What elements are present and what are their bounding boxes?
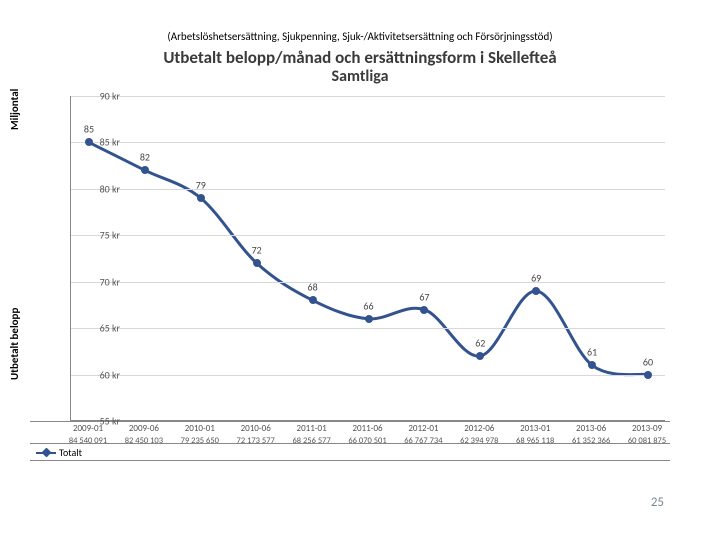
x-tick-group: 2010-06 72 173 577 xyxy=(229,424,283,446)
table-value: 72 173 577 xyxy=(229,436,283,446)
data-label: 68 xyxy=(308,281,318,294)
table-value: 62 394 978 xyxy=(452,436,506,446)
y-tick-label: 65 kr xyxy=(100,322,120,335)
page-number: 25 xyxy=(651,495,664,510)
x-tick-group: 2012-06 62 394 978 xyxy=(452,424,506,446)
x-tick-group: 2009-06 82 450 103 xyxy=(117,424,171,446)
data-label: 66 xyxy=(363,299,373,312)
table-border-bottom xyxy=(30,460,670,461)
table-value: 66 767 734 xyxy=(396,436,450,446)
y-tick-label: 80 kr xyxy=(100,182,120,195)
y-tick-label: 85 kr xyxy=(100,136,120,149)
table-value: 66 070 501 xyxy=(341,436,395,446)
title-line-2: Samtliga xyxy=(0,68,720,86)
data-label: 69 xyxy=(531,271,541,284)
table-value: 82 450 103 xyxy=(117,436,171,446)
gridline xyxy=(71,142,665,143)
data-label: 60 xyxy=(643,355,653,368)
table-value: 68 965 118 xyxy=(508,436,562,446)
title-line-1: Utbetalt belopp/månad och ersättningsfor… xyxy=(0,48,720,68)
y-tick-label: 60 kr xyxy=(100,368,120,381)
data-label: 85 xyxy=(84,123,94,136)
x-tick-label: 2010-06 xyxy=(229,424,283,434)
x-tick-label: 2011-06 xyxy=(341,424,395,434)
x-tick-group: 2011-01 68 256 577 xyxy=(285,424,339,446)
data-label: 61 xyxy=(587,346,597,359)
x-tick-label: 2013-01 xyxy=(508,424,562,434)
table-value: 84 540 091 xyxy=(61,436,115,446)
line-path-layer xyxy=(71,96,665,420)
data-label: 62 xyxy=(475,336,485,349)
x-tick-group: 2013-06 61 352 366 xyxy=(564,424,618,446)
legend-totalt: Totalt xyxy=(36,446,82,459)
data-point xyxy=(197,194,205,202)
table-value: 79 235 650 xyxy=(173,436,227,446)
x-tick-label: 2009-01 xyxy=(61,424,115,434)
gridline xyxy=(71,328,665,329)
gridline xyxy=(71,282,665,283)
x-tick-group: 2013-09 60 081 875 xyxy=(620,424,674,446)
gridline xyxy=(71,189,665,190)
legend-marker-icon xyxy=(36,452,56,454)
table-value: 60 081 875 xyxy=(620,436,674,446)
data-point xyxy=(365,315,373,323)
data-point xyxy=(309,296,317,304)
table-border-top xyxy=(30,421,670,422)
data-point xyxy=(476,352,484,360)
gridline xyxy=(71,375,665,376)
caption-text: (Arbetslöshetsersättning, Sjukpenning, S… xyxy=(0,30,720,43)
x-tick-label: 2011-01 xyxy=(285,424,339,434)
y-axis-label-top: Miljontal xyxy=(8,89,21,130)
x-tick-label: 2013-06 xyxy=(564,424,618,434)
x-tick-group: 2010-01 79 235 650 xyxy=(173,424,227,446)
chart-title: Utbetalt belopp/månad och ersättningsfor… xyxy=(0,48,720,86)
gridline xyxy=(71,235,665,236)
x-tick-label: 2013-09 xyxy=(620,424,674,434)
x-tick-label: 2009-06 xyxy=(117,424,171,434)
table-value: 61 352 366 xyxy=(564,436,618,446)
x-tick-group: 2013-01 68 965 118 xyxy=(508,424,562,446)
y-tick-label: 75 kr xyxy=(100,229,120,242)
x-tick-label: 2012-06 xyxy=(452,424,506,434)
data-point xyxy=(253,259,261,267)
data-point xyxy=(420,306,428,314)
data-point xyxy=(644,371,652,379)
data-point xyxy=(588,361,596,369)
x-tick-group: 2011-06 66 070 501 xyxy=(341,424,395,446)
legend-label: Totalt xyxy=(59,446,82,459)
x-tick-label: 2012-01 xyxy=(396,424,450,434)
y-axis-label-bottom: Utbetalt belopp xyxy=(8,308,21,380)
table-value: 68 256 577 xyxy=(285,436,339,446)
y-tick-label: 90 kr xyxy=(100,90,120,103)
plot-area: 85 82 79 72 68 66 67 62 69 61 60 xyxy=(70,96,665,421)
x-tick-group: 2012-01 66 767 734 xyxy=(396,424,450,446)
data-label: 79 xyxy=(196,179,206,192)
data-point xyxy=(141,166,149,174)
data-point xyxy=(85,138,93,146)
y-tick-label: 70 kr xyxy=(100,275,120,288)
x-tick-group: 2009-01 84 540 091 xyxy=(61,424,115,446)
gridline xyxy=(71,96,665,97)
x-tick-label: 2010-01 xyxy=(173,424,227,434)
data-point xyxy=(532,287,540,295)
data-label: 67 xyxy=(419,290,429,303)
data-label: 82 xyxy=(140,151,150,164)
data-label: 72 xyxy=(252,244,262,257)
